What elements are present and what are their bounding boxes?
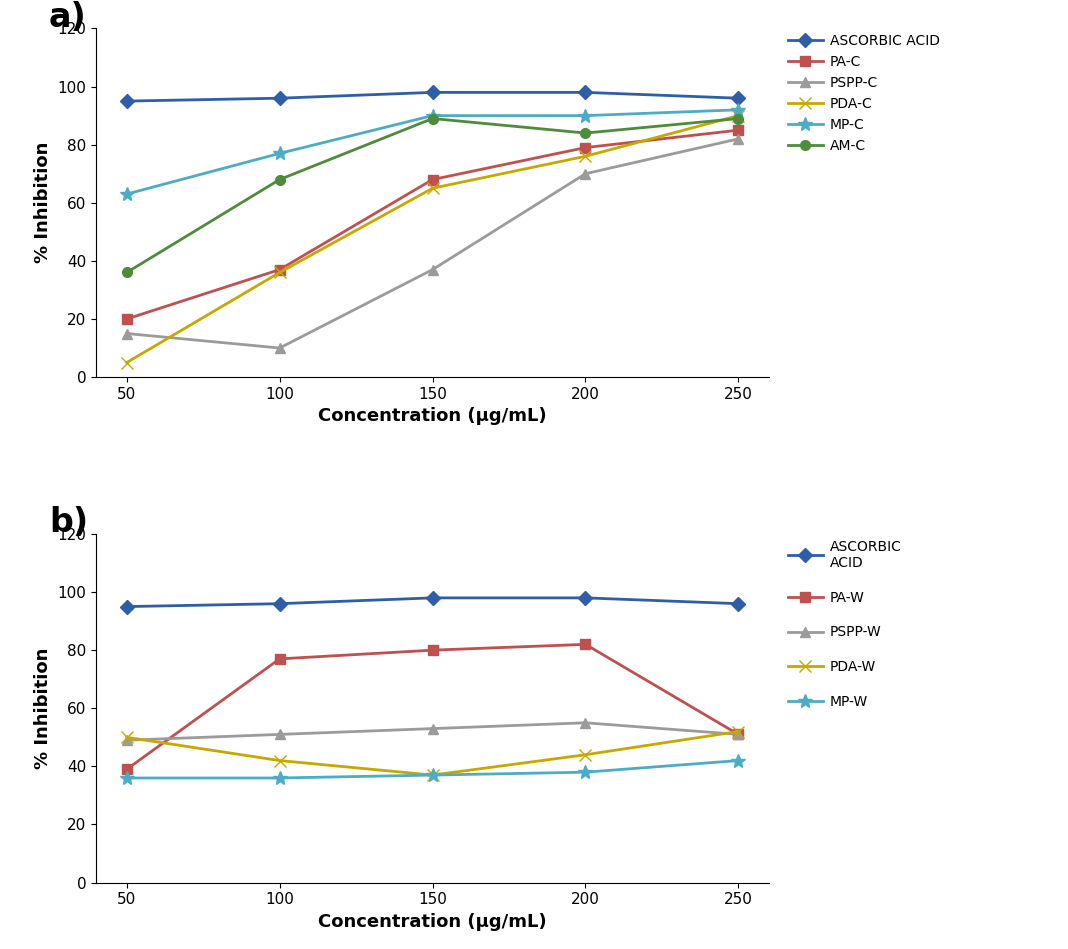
MP-W — [579, 767, 592, 778]
ASCORBIC ACID — [273, 92, 286, 103]
PSPP-W — [273, 729, 286, 740]
PDA-C — [426, 182, 439, 194]
Line: PDA-C: PDA-C — [121, 110, 744, 368]
AM-C — [732, 113, 744, 124]
ASCORBIC ACID — [121, 96, 134, 107]
MP-C — [579, 110, 592, 121]
PA-C — [121, 313, 134, 325]
Legend: ASCORBIC ACID, PA-C, PSPP-C, PDA-C, MP-C, AM-C: ASCORBIC ACID, PA-C, PSPP-C, PDA-C, MP-C… — [783, 28, 945, 158]
PDA-W — [121, 732, 134, 743]
Line: MP-W: MP-W — [120, 754, 745, 785]
PSPP-W — [121, 735, 134, 746]
MP-C — [732, 104, 744, 116]
PA-C — [426, 174, 439, 185]
Y-axis label: % Inhibition: % Inhibition — [34, 647, 52, 769]
Line: PDA-W: PDA-W — [121, 726, 744, 781]
Line: PA-C: PA-C — [122, 125, 743, 324]
ASCORBIC
ACID — [121, 601, 134, 612]
MP-W — [273, 772, 286, 784]
AM-C — [579, 127, 592, 139]
PDA-C — [732, 110, 744, 121]
ASCORBIC
ACID — [273, 598, 286, 609]
ASCORBIC
ACID — [426, 592, 439, 604]
MP-W — [732, 754, 744, 766]
AM-C — [426, 113, 439, 124]
PDA-C — [579, 151, 592, 162]
PA-C — [273, 264, 286, 275]
MP-C — [273, 148, 286, 159]
PSPP-C — [426, 264, 439, 275]
MP-W — [426, 770, 439, 781]
ASCORBIC ACID — [426, 86, 439, 98]
PA-W — [121, 764, 134, 775]
ASCORBIC ACID — [732, 92, 744, 103]
PDA-W — [732, 726, 744, 737]
ASCORBIC
ACID — [732, 598, 744, 609]
Text: a): a) — [49, 1, 87, 33]
Legend: ASCORBIC
ACID, PA-W, PSPP-W, PDA-W, MP-W: ASCORBIC ACID, PA-W, PSPP-W, PDA-W, MP-W — [783, 534, 907, 715]
AM-C — [121, 267, 134, 278]
PDA-C — [121, 357, 134, 368]
PSPP-W — [426, 723, 439, 735]
PSPP-C — [121, 327, 134, 339]
Line: PSPP-W: PSPP-W — [122, 718, 743, 745]
ASCORBIC ACID — [579, 86, 592, 98]
PDA-W — [579, 749, 592, 760]
PA-W — [273, 653, 286, 664]
Line: AM-C: AM-C — [122, 114, 743, 277]
PA-C — [579, 142, 592, 154]
MP-C — [121, 188, 134, 199]
PSPP-W — [579, 717, 592, 729]
Text: b): b) — [49, 506, 89, 539]
MP-W — [121, 772, 134, 784]
PDA-W — [273, 754, 286, 766]
PA-C — [732, 124, 744, 136]
Line: ASCORBIC ACID: ASCORBIC ACID — [122, 87, 743, 106]
PSPP-W — [732, 729, 744, 740]
Y-axis label: % Inhibition: % Inhibition — [34, 142, 52, 264]
PSPP-C — [732, 133, 744, 144]
X-axis label: Concentration (μg/mL): Concentration (μg/mL) — [318, 913, 547, 931]
PA-W — [426, 644, 439, 656]
Line: ASCORBIC
ACID: ASCORBIC ACID — [122, 593, 743, 611]
Line: PA-W: PA-W — [122, 640, 743, 774]
PSPP-C — [273, 343, 286, 354]
X-axis label: Concentration (μg/mL): Concentration (μg/mL) — [318, 407, 547, 425]
PA-W — [732, 729, 744, 740]
PA-W — [579, 639, 592, 650]
ASCORBIC
ACID — [579, 592, 592, 604]
Line: MP-C: MP-C — [120, 102, 745, 201]
PDA-C — [273, 267, 286, 278]
AM-C — [273, 174, 286, 185]
MP-C — [426, 110, 439, 121]
Line: PSPP-C: PSPP-C — [122, 134, 743, 353]
PSPP-C — [579, 168, 592, 179]
PDA-W — [426, 770, 439, 781]
